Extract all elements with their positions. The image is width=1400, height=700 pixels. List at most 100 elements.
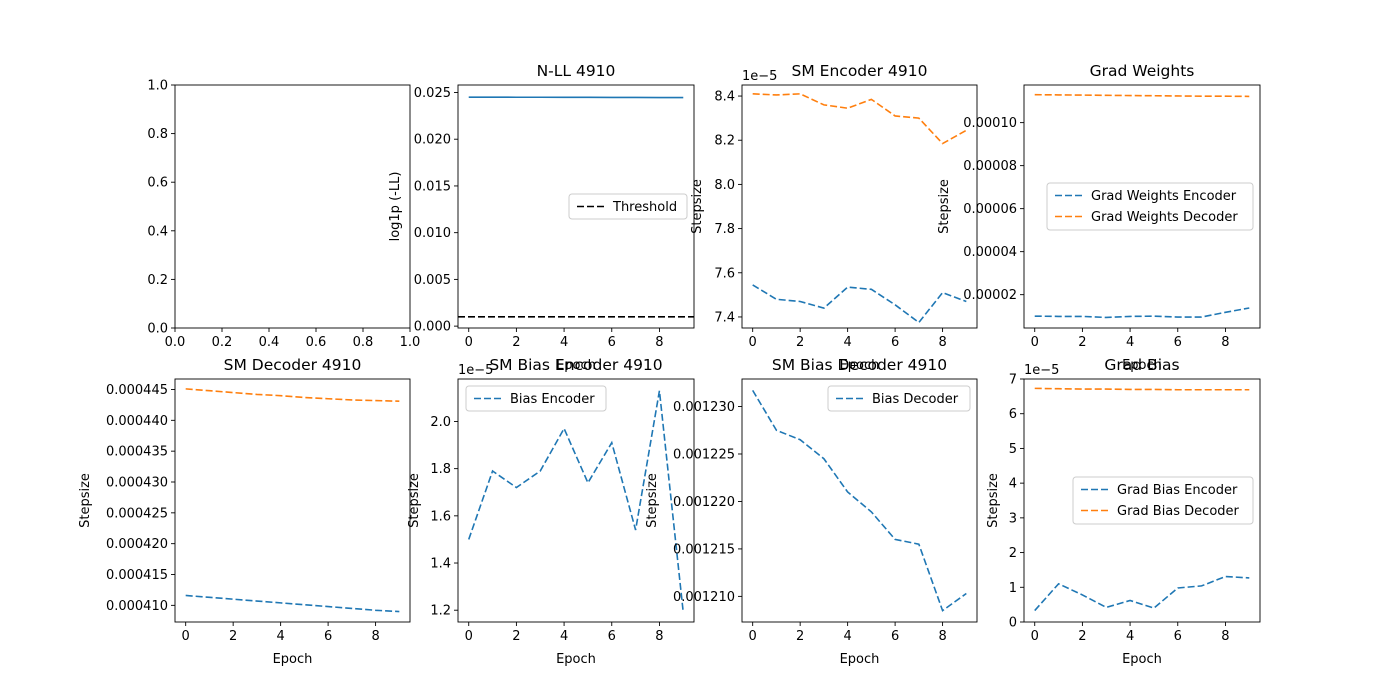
x-tick-label: 2 (796, 629, 804, 644)
y-tick-label: 0.000425 (106, 506, 168, 521)
x-axis-label: Epoch (1122, 358, 1162, 373)
x-tick-label: 8 (1221, 629, 1229, 644)
y-tick-label: 0 (1009, 616, 1017, 631)
y-tick-label: 0.000410 (106, 599, 168, 614)
y-tick-label: 0.00010 (963, 116, 1017, 131)
x-tick-label: 4 (843, 335, 851, 350)
x-tick-label: 4 (560, 335, 568, 350)
x-tick-label: 0 (465, 335, 473, 350)
axes-frame (457, 84, 695, 329)
y-tick-label: 0.00006 (963, 202, 1017, 217)
y-tick-label: 0.0 (147, 322, 168, 337)
axes-frame (1023, 84, 1261, 329)
subplot-1: 0.0 0.2 0.4 0.6 0.8 1.0 0.0 0.2 0.4 0.6 0.8 1.0 (147, 79, 420, 351)
y-tick-label: 0.010 (414, 226, 451, 241)
x-tick-label: 8 (655, 629, 663, 644)
subplot-5: 0 2 4 6 8 0.000410 0.000415 0.000420 0.000425 0.0… (78, 356, 411, 667)
y-tick-label: 0.000 (414, 320, 451, 335)
y-tick-label: 1 (1009, 581, 1017, 596)
y-tick-label: 0.000420 (106, 537, 168, 552)
axes-frame (174, 378, 411, 623)
subplot-title: N-LL 4910 (537, 62, 616, 80)
axes-frame (741, 84, 978, 329)
y-axis-label: Stepsize (690, 179, 705, 234)
legend-label: Grad Bias Encoder (1117, 483, 1238, 498)
legend-label: Threshold (612, 200, 677, 215)
y-tick-label: 0.001230 (673, 400, 735, 415)
x-tick-label: 6 (608, 335, 616, 350)
x-tick-label: 8 (938, 629, 946, 644)
y-tick-label: 7.4 (714, 310, 735, 325)
legend-box (1072, 476, 1254, 525)
x-tick-label: 6 (1174, 335, 1182, 350)
series-line-1 (185, 594, 400, 613)
x-tick-label: 1.0 (400, 335, 421, 350)
x-axis-label: Epoch (840, 358, 880, 373)
x-tick-label: 0.0 (165, 335, 186, 350)
x-tick-label: 2 (512, 629, 520, 644)
x-tick-label: 4 (560, 629, 568, 644)
y-tick-label: 0.6 (147, 176, 168, 191)
axes-frame (1023, 378, 1261, 623)
x-tick-label: 0 (1031, 335, 1039, 350)
x-tick-label: 2 (796, 335, 804, 350)
y-axis-label: log1p (-LL) (388, 172, 403, 242)
y-tick-label: 0.00008 (963, 159, 1017, 174)
legend-label: Grad Bias Decoder (1117, 504, 1240, 519)
x-tick-label: 0.4 (259, 335, 280, 350)
offset-label: 1e−5 (742, 69, 777, 84)
series-line-2 (185, 388, 400, 402)
legend-label: Bias Decoder (872, 392, 959, 407)
y-axis-label: Stepsize (645, 473, 660, 528)
legend-box (465, 385, 607, 412)
y-tick-label: 0.000445 (106, 383, 168, 398)
x-tick-label: 2 (229, 629, 237, 644)
x-axis-label: Epoch (840, 652, 880, 667)
y-axis-label: Stepsize (986, 473, 1001, 528)
x-tick-label: 6 (1174, 629, 1182, 644)
x-tick-label: 6 (324, 629, 332, 644)
x-axis-label: Epoch (273, 652, 313, 667)
x-tick-label: 6 (891, 335, 899, 350)
y-tick-label: 3 (1009, 511, 1017, 526)
x-tick-label: 6 (891, 629, 899, 644)
x-tick-label: 0 (749, 629, 757, 644)
y-tick-label: 1.4 (430, 557, 451, 572)
legend-label: Grad Weights Decoder (1091, 210, 1238, 225)
x-tick-label: 4 (843, 629, 851, 644)
y-tick-label: 0.000440 (106, 414, 168, 429)
y-tick-label: 0.005 (414, 273, 451, 288)
y-tick-label: 0.001215 (673, 542, 735, 557)
legend-label: Bias Encoder (510, 392, 595, 407)
y-tick-label: 0.000435 (106, 445, 168, 460)
subplot-6: 0 2 4 6 8 1.2 1.4 1.6 1.8 2.0 1e−5SM Bias Encoder … (407, 356, 695, 667)
subplot-4: 0 2 4 6 8 0.00002 0.00004 0.00006 0.00008 0.00010… (937, 62, 1261, 373)
legend: Grad Bias Encoder Grad Bias Decoder (1072, 476, 1254, 525)
y-tick-label: 0.001210 (673, 590, 735, 605)
series-line-2 (752, 93, 967, 145)
x-tick-label: 6 (608, 629, 616, 644)
y-tick-label: 8.4 (714, 90, 735, 105)
series-line-1 (752, 284, 967, 324)
y-tick-label: 1.0 (147, 79, 168, 94)
y-tick-label: 5 (1009, 442, 1017, 457)
x-tick-label: 4 (1126, 335, 1134, 350)
y-tick-label: 1.2 (430, 604, 451, 619)
legend: Threshold (568, 193, 688, 220)
x-tick-label: 0 (465, 629, 473, 644)
y-tick-label: 0.000415 (106, 568, 168, 583)
series-line-1 (751, 389, 967, 612)
legend-label: Grad Weights Encoder (1091, 189, 1237, 204)
y-tick-label: 0.4 (147, 224, 168, 239)
y-axis-label: Stepsize (407, 473, 422, 528)
x-tick-label: 2 (1078, 335, 1086, 350)
series-line-1 (467, 390, 685, 613)
y-tick-label: 6 (1009, 407, 1017, 422)
subplot-title: Grad Bias (1104, 356, 1179, 374)
legend-box (827, 385, 971, 412)
x-tick-label: 4 (1126, 629, 1134, 644)
x-tick-label: 2 (512, 335, 520, 350)
x-axis-label: Epoch (556, 652, 596, 667)
